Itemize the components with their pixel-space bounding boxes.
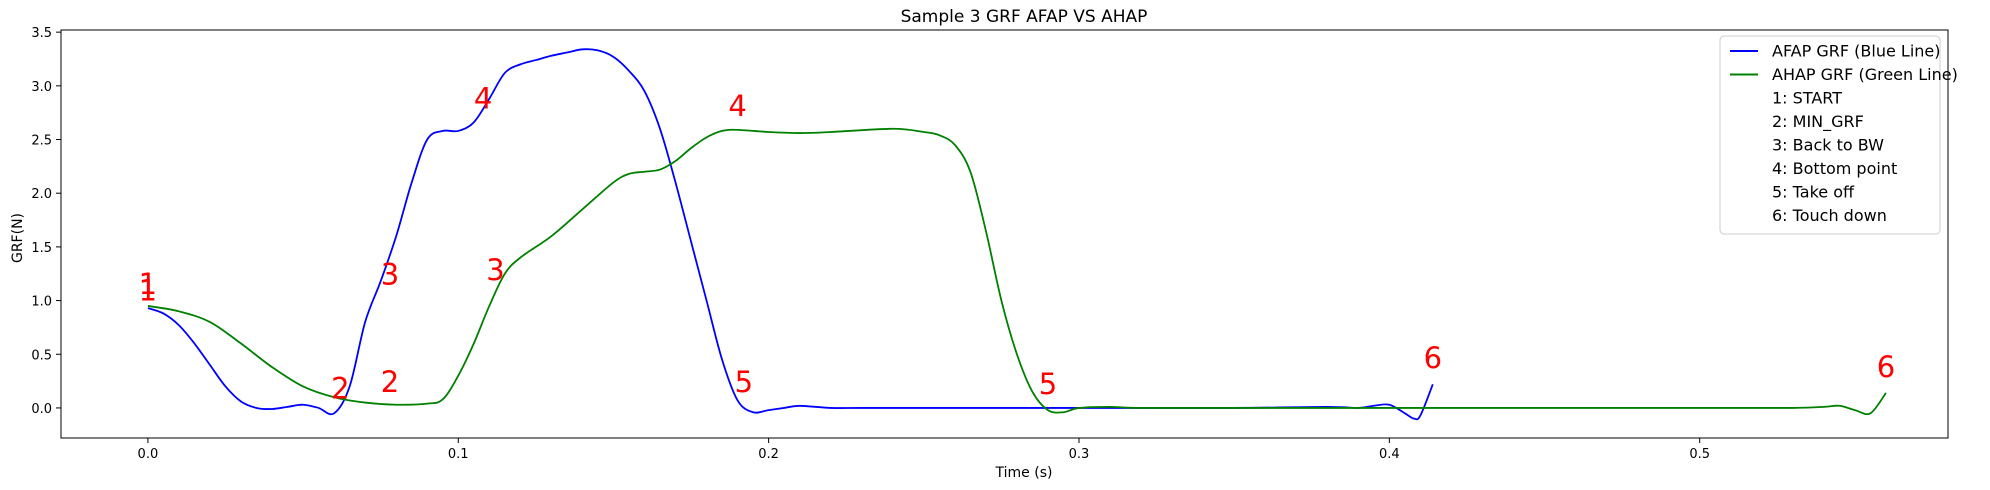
legend-box — [1719, 35, 1941, 235]
point-annotations: 112 23 34 45 56 6 — [139, 81, 1895, 405]
x-tick-label: 0.0 — [138, 447, 159, 462]
x-tick-label: 0.2 — [758, 447, 779, 462]
chart-title: Sample 3 GRF AFAP VS AHAP — [901, 7, 1148, 27]
legend-label: 6: Touch down — [1772, 206, 1887, 225]
y-tick-label: 0.0 — [31, 402, 52, 417]
point-label-2: 2 — [331, 371, 349, 405]
legend-label: 4: Bottom point — [1772, 159, 1897, 178]
point-label-5: 5 — [735, 365, 753, 399]
y-tick-label: 0.5 — [31, 348, 52, 363]
plot-area — [147, 48, 1887, 421]
y-tick-label: 1.5 — [31, 241, 52, 256]
y-tick-label: 2.0 — [31, 187, 52, 202]
point-label-4: 4 — [474, 81, 492, 115]
point-label-3: 3 — [381, 257, 399, 291]
point-label-4: 4 — [728, 89, 746, 123]
point-label-6: 6 — [1877, 350, 1895, 384]
x-tick-label: 0.3 — [1069, 447, 1090, 462]
legend-label: 2: MIN_GRF — [1772, 112, 1864, 132]
point-label-6: 6 — [1424, 341, 1442, 375]
point-label-3: 3 — [486, 253, 504, 287]
y-axis-title: GRF(N) — [10, 213, 26, 263]
ahap-grf-line — [147, 127, 1887, 416]
legend-label: 5: Take off — [1772, 183, 1855, 202]
y-tick-label: 1.0 — [31, 295, 52, 310]
point-label-1: 1 — [139, 267, 157, 301]
x-tick-label: 0.4 — [1379, 447, 1400, 462]
plot-frame — [60, 29, 1949, 439]
point-label-1: 1 — [139, 274, 157, 308]
point-label-5: 5 — [1039, 367, 1057, 401]
point-label-2: 2 — [381, 365, 399, 399]
x-tick-label: 0.1 — [448, 447, 469, 462]
legend-label: AHAP GRF (Green Line) — [1772, 65, 1958, 84]
y-tick-label: 2.5 — [31, 134, 52, 149]
legend-label: 1: START — [1772, 89, 1842, 108]
y-tick-label: 3.5 — [31, 26, 52, 41]
y-tick-label: 3.0 — [31, 80, 52, 95]
legend-label: AFAP GRF (Blue Line) — [1772, 42, 1940, 61]
x-tick-label: 0.5 — [1689, 447, 1710, 462]
x-axis-title: Time (s) — [995, 465, 1053, 481]
afap-grf-line — [147, 48, 1434, 421]
axis-ticks: 0.0 0.1 0.2 0.3 0.4 0.5 0.0 0.5 1.0 1.5 2.0 2.5 3.0 3… — [31, 26, 1710, 462]
legend-label: 3: Back to BW — [1772, 136, 1884, 155]
legend: AFAP GRF (Blue Line) AHAP GRF (Green Line… — [1719, 35, 1958, 235]
